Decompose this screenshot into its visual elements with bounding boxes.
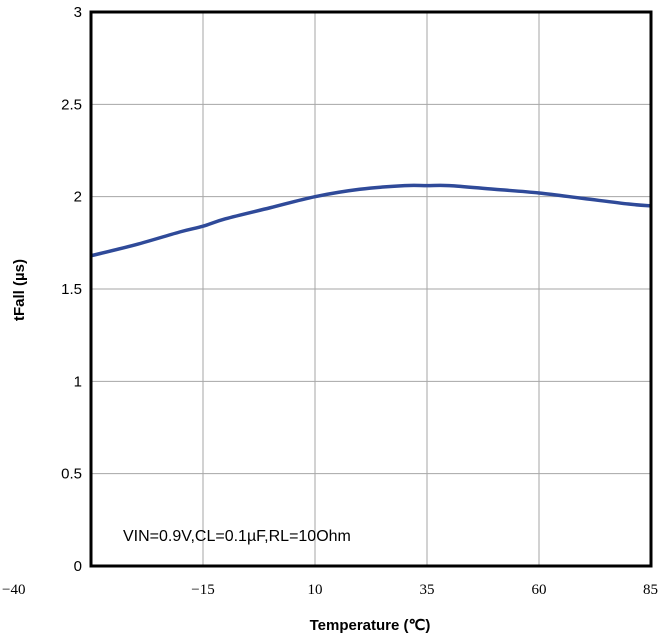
x-tick-label: −40 xyxy=(2,582,25,598)
y-tick-label: 1.5 xyxy=(61,281,82,298)
x-tick-labels: −40 −15 10 35 60 85 xyxy=(2,582,658,598)
series-line xyxy=(90,183,652,258)
y-tick-label: 2 xyxy=(74,189,82,206)
x-axis-label: Temperature (℃) xyxy=(310,617,431,634)
y-tick-label: 0 xyxy=(74,558,82,575)
annotation: VIN=0.9V,CL=0.1µF,RL=10Ohm xyxy=(123,528,351,545)
y-tick-label: 0.5 xyxy=(61,466,82,483)
y-tick-labels: 0 0.5 1 1.5 2 2.5 3 xyxy=(61,4,82,575)
x-tick-label: −15 xyxy=(191,582,214,598)
x-tick-label: 60 xyxy=(532,582,547,598)
x-tick-label: 10 xyxy=(308,582,323,598)
x-tick-label: 35 xyxy=(420,582,435,598)
grid xyxy=(91,12,651,566)
y-tick-label: 1 xyxy=(74,373,82,390)
series-layer xyxy=(90,183,652,258)
y-tick-label: 3 xyxy=(74,4,82,21)
plot-frame xyxy=(89,10,653,568)
x-tick-label: 85 xyxy=(643,582,658,598)
y-tick-label: 2.5 xyxy=(61,96,82,113)
y-axis-label: tFall (µs) xyxy=(11,259,28,321)
